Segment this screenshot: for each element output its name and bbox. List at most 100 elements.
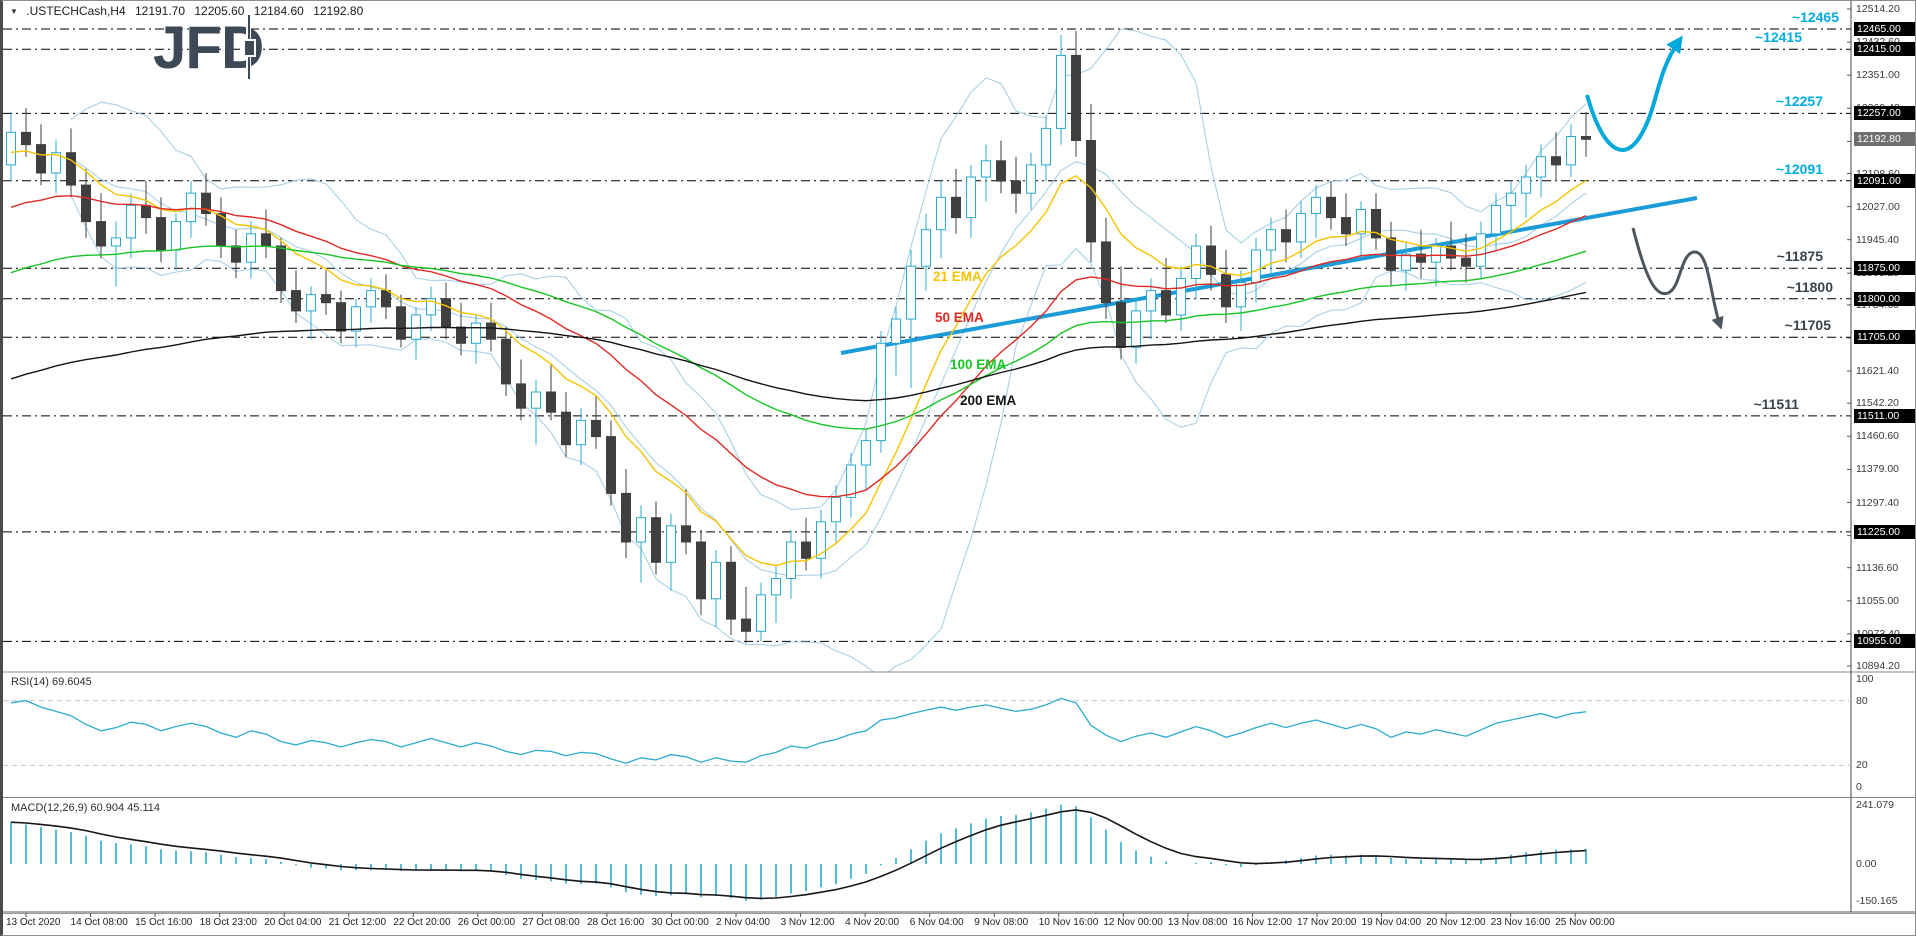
candle-bearish [1446,221,1456,271]
candle-bullish [816,509,826,579]
candle-bullish [1236,270,1246,332]
price-axis-tick: 12351.00 [1856,69,1900,82]
candle-bearish [1386,221,1396,287]
candle-bullish [861,428,871,490]
candle-bullish [1506,181,1516,230]
ema-label-50: 50 EMA [935,310,984,325]
candle-bullish [1041,116,1051,182]
macd-histogram [10,804,1587,901]
date-axis-label: 30 Oct 00:00 [651,917,709,928]
date-axis-label: 23 Nov 16:00 [1490,917,1551,928]
date-axis-label: 6 Nov 04:00 [909,917,964,928]
candle-bullish [426,286,436,332]
rsi-axis-tick: 20 [1856,759,1868,772]
bearish-pullback-arrow[interactable] [1631,227,1724,330]
candle-bearish [261,209,271,259]
candle-bullish [126,193,136,259]
candle-bullish [981,144,991,202]
candle-bearish [66,128,76,198]
chart-canvas[interactable] [3,1,1916,936]
level-annotation: ~11511 [1753,395,1799,412]
date-axis-label: 20 Oct 04:00 [264,917,322,928]
candle-bearish [141,181,151,234]
candle-bearish [231,229,241,279]
bullish-projection-arrow[interactable] [1585,35,1683,152]
level-price-label: 11800.00 [1854,291,1915,306]
candle-bearish [381,274,391,319]
candle-bearish [1206,225,1216,291]
price-axis-tick: 12027.00 [1856,200,1900,213]
candle-bullish [936,181,946,259]
candle-bullish [171,213,181,271]
ema-label-100: 100 EMA [950,357,1007,372]
current-price-label: 12192.80 [1854,132,1915,147]
candle-bullish [1176,266,1186,332]
price-axis-tick: 11542.20 [1856,397,1900,410]
rsi-axis-tick: 80 [1856,694,1868,707]
level-price-label: 12091.00 [1854,173,1915,188]
candle-bearish [546,363,556,421]
collapse-ohlc-icon[interactable]: ▼ [10,7,18,16]
candle-bullish [411,306,421,360]
candle-bearish [21,108,31,157]
candle-bullish [906,250,916,388]
candle-bearish [606,420,616,506]
candle-bearish [1371,193,1381,250]
macd-indicator-label: MACD(12,26,9) 60.904 45.114 [11,802,160,814]
date-axis-label: 12 Nov 00:00 [1103,917,1163,928]
level-annotation: ~12465 [1791,9,1839,25]
candle-bullish [1356,201,1366,259]
candle-bullish [846,452,856,518]
candle-bullish [1536,144,1546,198]
date-axis-label: 20 Nov 12:00 [1426,917,1486,928]
candle-bearish [996,140,1006,194]
candle-bullish [876,331,886,453]
price-axis-tick: 11055.00 [1856,594,1900,607]
level-annotation: ~12257 [1775,93,1823,110]
rsi-line [10,697,1587,764]
macd-signal-line [10,809,1587,900]
candle-bullish [6,112,16,182]
level-price-label: 11511.00 [1854,408,1915,423]
bollinger-lower-band [70,195,1587,672]
rsi-indicator-label: RSI(14) 69.6045 [11,676,92,688]
candle-bearish [696,529,706,615]
date-axis-label: 13 Oct 2020 [6,917,61,928]
candle-bullish [786,529,796,599]
candle-bullish [711,550,721,628]
candle-bullish [306,286,316,340]
candle-bullish [1191,233,1201,299]
candle-bearish [336,290,346,344]
candle-bearish [801,517,811,571]
candle-bearish [1101,217,1111,319]
candle-bullish [1401,241,1411,291]
candle-bullish [756,582,766,642]
candle-bullish [1521,164,1531,218]
candle-bullish [966,164,976,238]
date-axis-label: 26 Oct 00:00 [457,917,516,928]
price-axis-tick: 11136.60 [1856,561,1899,574]
candle-bearish [321,270,331,315]
date-axis-label: 28 Oct 16:00 [586,917,645,928]
candle-bullish [636,505,646,583]
ascending-trendline[interactable] [840,196,1698,355]
candle-bearish [621,469,631,559]
candle-bullish [51,140,61,194]
price-axis-tick: 11460.60 [1856,430,1900,443]
candle-bearish [441,282,451,340]
ema-line-200 [10,291,1587,402]
candle-bullish [1296,201,1306,259]
candle-bearish [1281,209,1291,263]
level-price-label: 10955.00 [1854,634,1915,649]
level-price-label: 12465.00 [1854,22,1915,36]
price-axis-tick: 11379.00 [1856,463,1900,476]
bollinger-middle-band [70,157,1587,577]
candle-bullish [1056,35,1066,145]
candle-bearish [1161,258,1171,323]
price-axis-tick: 11297.40 [1856,496,1900,509]
chart-header: ▼ .USTECHCash,H4 12191.70 12205.60 12184… [10,4,369,18]
ohlc-low: 12184.60 [253,4,304,18]
price-axis-tick: 12514.20 [1856,3,1900,15]
candle-bullish [891,306,901,376]
bollinger-bands-layer [70,28,1587,672]
